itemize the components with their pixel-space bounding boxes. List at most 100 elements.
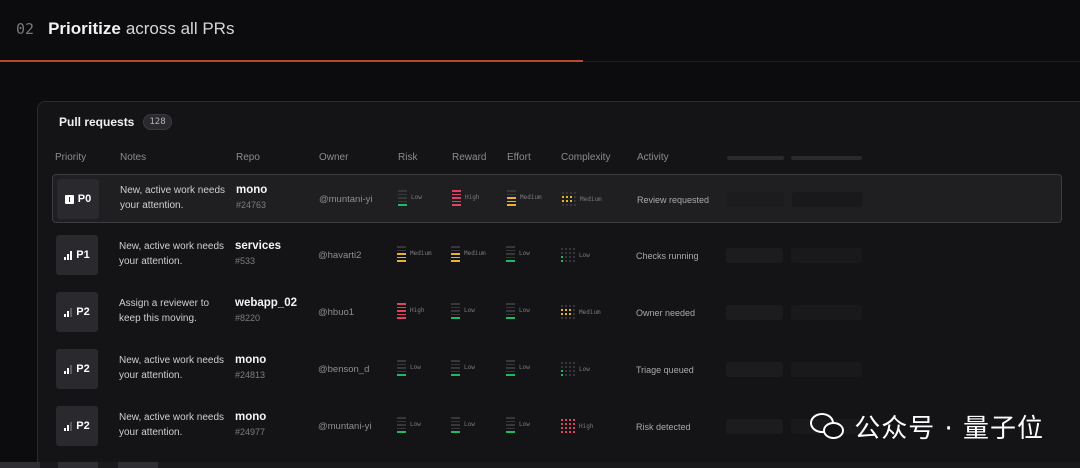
repo-name[interactable]: mono [236, 184, 268, 196]
column-header-risk[interactable]: Risk [398, 152, 418, 163]
complexity-dot [573, 313, 575, 315]
risk-bar-segment [397, 427, 406, 429]
column-header-effort[interactable]: Effort [507, 152, 531, 163]
reward-bars [451, 417, 460, 433]
complexity-meter: Low [561, 248, 590, 262]
complexity-level-label: Low [579, 365, 590, 373]
repo-name[interactable]: mono [235, 354, 267, 366]
column-header-repo[interactable]: Repo [236, 152, 260, 163]
reward-bar-segment [451, 303, 460, 305]
reward-meter: Low [451, 417, 475, 433]
complexity-dot [565, 419, 567, 421]
priority-badge[interactable]: P2 [56, 349, 98, 389]
effort-bar-segment [507, 190, 516, 192]
reward-level-label: Low [464, 307, 475, 315]
effort-level-label: Low [519, 421, 530, 429]
table-row[interactable]: P0 New, active work needs your attention.… [52, 174, 1062, 223]
reward-bar-segment [451, 417, 460, 419]
placeholder-cell [791, 305, 862, 320]
column-header-notes[interactable]: Notes [120, 152, 147, 163]
reward-bars [451, 246, 460, 262]
repo-name[interactable]: services [235, 240, 282, 252]
signal-medium-icon [64, 307, 73, 317]
reward-bar-segment [451, 427, 460, 429]
pr-number[interactable]: #533 [235, 256, 256, 266]
risk-bar-segment [398, 193, 407, 195]
complexity-dot [570, 196, 572, 198]
complexity-dot [574, 196, 576, 198]
risk-bar-segment [397, 313, 406, 315]
column-header-priority[interactable]: Priority [55, 152, 87, 163]
column-header-placeholder [727, 156, 784, 160]
column-header-activity[interactable]: Activity [637, 152, 669, 163]
complexity-dot [573, 309, 575, 311]
column-header-owner[interactable]: Owner [319, 152, 349, 163]
section-title-strong: Prioritize [48, 19, 121, 38]
complexity-meter: Medium [561, 305, 601, 319]
table-row[interactable]: P1 New, active work needs your attention.… [52, 231, 1062, 280]
column-header-reward[interactable]: Reward [452, 152, 487, 163]
complexity-dot [566, 192, 568, 194]
repo-name[interactable]: webapp_02 [235, 297, 297, 309]
risk-bar-segment [398, 197, 407, 199]
table-row[interactable]: P2 Assign a reviewer to keep this moving.… [52, 288, 1062, 337]
reward-bar-segment [451, 360, 460, 362]
repo-name[interactable]: mono [235, 411, 267, 423]
owner-handle[interactable]: @muntani-yi [318, 421, 372, 432]
priority-badge[interactable]: P0 [57, 179, 99, 219]
section-header: 02 Prioritize across all PRs [16, 19, 234, 39]
pr-number[interactable]: #24813 [235, 370, 266, 380]
pr-number[interactable]: #24977 [235, 427, 266, 437]
reward-bar-segment [451, 253, 460, 255]
table-row[interactable]: P2 New, active work needs your attention.… [52, 345, 1062, 394]
reward-level-label: High [465, 194, 480, 202]
complexity-dot [561, 309, 563, 311]
owner-handle[interactable]: @hbuo1 [318, 307, 355, 318]
complexity-dot [573, 431, 575, 433]
effort-meter: Low [506, 246, 530, 262]
reward-bar-segment [452, 190, 461, 192]
priority-label: P2 [76, 306, 90, 318]
risk-bar-segment [397, 256, 406, 258]
complexity-dot [561, 256, 563, 258]
priority-label: P2 [76, 363, 90, 375]
effort-bar-segment [506, 306, 515, 308]
complexity-dot [565, 248, 567, 250]
priority-badge[interactable]: P2 [56, 292, 98, 332]
urgent-icon [64, 194, 74, 204]
reward-bar-segment [451, 260, 460, 262]
risk-meter: Low [397, 417, 421, 433]
pr-number[interactable]: #8220 [235, 313, 261, 323]
owner-handle[interactable]: @benson_d [318, 364, 370, 375]
complexity-dot [561, 366, 563, 368]
column-header-complexity[interactable]: Complexity [561, 152, 611, 163]
pr-number[interactable]: #24763 [236, 200, 267, 210]
placeholder-cell [791, 248, 862, 263]
effort-bar-segment [506, 370, 515, 372]
reward-level-label: Low [464, 364, 475, 372]
owner-handle[interactable]: @muntani-yi [319, 194, 373, 205]
reward-bar-segment [451, 431, 460, 433]
effort-bar-segment [506, 313, 515, 315]
watermark: 公众号 · 量子位 [810, 408, 1044, 445]
risk-bar-segment [397, 306, 406, 308]
table-row[interactable]: P2 New, active work needs your attention.… [52, 402, 1062, 451]
reward-bar-segment [451, 420, 460, 422]
complexity-dot [573, 362, 575, 364]
risk-bar-segment [398, 200, 407, 202]
reward-bar-segment [451, 367, 460, 369]
risk-level-label: Low [410, 421, 421, 429]
priority-badge[interactable]: P1 [56, 235, 98, 275]
priority-label: P1 [76, 249, 90, 261]
complexity-grid [561, 305, 575, 319]
activity-status: Triage queued [636, 365, 694, 375]
complexity-dot [565, 366, 567, 368]
effort-bar-segment [506, 360, 515, 362]
priority-badge[interactable]: P2 [56, 406, 98, 446]
owner-handle[interactable]: @havarti2 [318, 250, 362, 261]
complexity-dot [565, 260, 567, 262]
complexity-dot [573, 423, 575, 425]
reward-bar-segment [451, 317, 460, 319]
complexity-dot [561, 248, 563, 250]
complexity-dot [569, 260, 571, 262]
